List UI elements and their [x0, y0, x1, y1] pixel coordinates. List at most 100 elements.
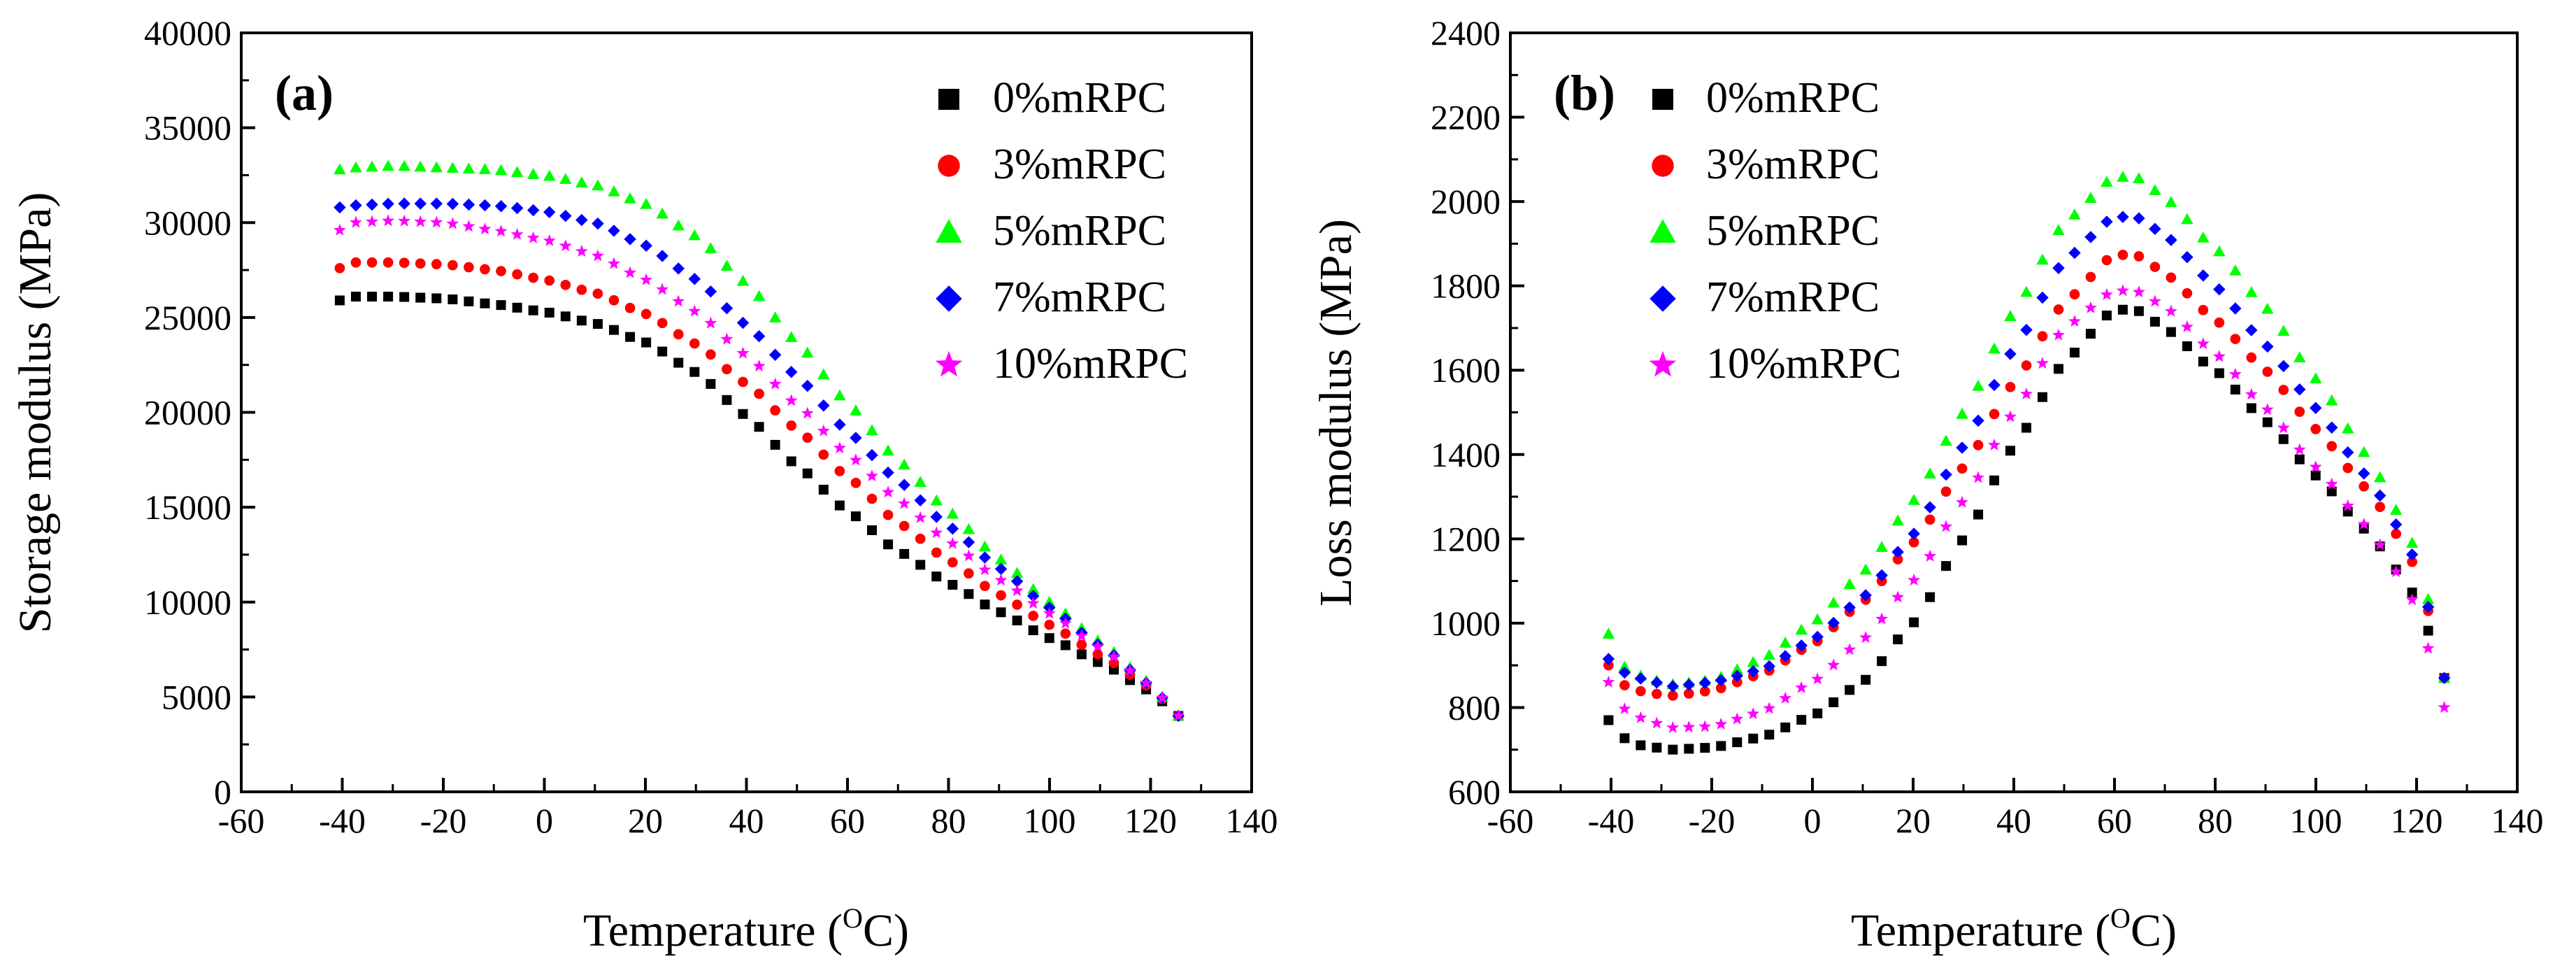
panel-b-series-1-point	[2246, 352, 2257, 363]
panel-a-series-2-point	[785, 331, 798, 343]
panel-a-series-3-point	[1010, 575, 1024, 588]
panel-b-x-tick-label: 140	[2491, 801, 2544, 840]
panel-a-series-1-point	[464, 262, 474, 273]
panel-a-series-3-point	[785, 366, 798, 378]
panel-a-legend-marker	[938, 155, 960, 177]
panel-b-series-4-point	[1731, 712, 1744, 725]
panel-b-series-3	[1602, 211, 2451, 693]
panel-b-series-0-point	[2198, 356, 2208, 367]
panel-a-series-4-point	[866, 469, 878, 482]
panel-a-series-1-point	[706, 349, 716, 360]
panel-b-series-4-point	[2373, 538, 2387, 551]
panel-b-series-1-point	[2053, 304, 2064, 315]
panel-a-series-4	[333, 214, 1185, 722]
panel-b-series-1-point	[1603, 660, 1614, 671]
panel-a-series-0-point	[786, 456, 796, 467]
panel-a-series-4-point	[688, 304, 701, 317]
panel-b-series-0-point	[2037, 392, 2047, 402]
panel-b-series-4-point	[2084, 301, 2097, 313]
panel-a-legend-marker	[935, 350, 963, 377]
panel-a-legend-item: 5%mRPC	[936, 207, 1166, 255]
panel-a-series-3-point	[801, 379, 814, 392]
panel-b-series-2-point	[2052, 224, 2065, 235]
panel-a-x-tick-label: -20	[420, 801, 467, 840]
panel-b-series-0-point	[2022, 422, 2031, 433]
panel-a-x-axis-label-close: C)	[863, 905, 909, 956]
panel-b-series-2-point	[1940, 434, 1952, 446]
panel-a-series-1-point	[947, 557, 958, 568]
panel-b-series-0-point	[2278, 434, 2289, 444]
panel-b-series-4-point	[2309, 460, 2322, 473]
panel-b-x-tick-label: 60	[2097, 801, 2132, 840]
panel-b-series-1-point	[1989, 409, 2000, 420]
panel-a-series-0-point	[754, 422, 764, 432]
panel-b-series-4-point	[2261, 403, 2274, 416]
panel-a-legend-marker	[938, 89, 959, 110]
panel-b-series-1-point	[2359, 481, 2370, 492]
panel-a-series-2-point	[817, 368, 830, 380]
panel-b-series-2-point	[2421, 592, 2435, 604]
panel-a-series-4-point	[624, 266, 636, 278]
panel-a-series-4-point	[752, 360, 766, 372]
panel-a-series-3-point	[946, 523, 959, 535]
panel-a-series-0-point	[512, 302, 522, 313]
panel-a-series-3-point	[882, 466, 894, 479]
panel-b-series-3-point	[2245, 324, 2258, 336]
panel-a-series-4-point	[930, 526, 943, 539]
panel-b-series-2-point	[2245, 285, 2258, 297]
panel-b-series-4-point	[1988, 438, 2001, 450]
panel-b-legend-item: 10%mRPC	[1649, 340, 1901, 388]
panel-a-series-2-point	[398, 159, 410, 171]
panel-b-legend-label: 10%mRPC	[1706, 340, 1901, 388]
panel-b-legend-item: 5%mRPC	[1650, 207, 1880, 255]
panel-b-series-1-point	[1636, 686, 1646, 697]
panel-b-series-0-point	[1909, 617, 1919, 627]
panel-a-series-3-point	[978, 551, 992, 564]
panel-a-series-0-point	[657, 346, 668, 357]
panel-a-series-1-point	[560, 279, 571, 290]
panel-a-series-4-point	[1059, 616, 1072, 629]
panel-a-series-3-point	[898, 478, 910, 492]
panel-a-series-2-point	[478, 163, 492, 174]
panel-b-series-3-point	[2421, 601, 2435, 613]
panel-b-series-2-point	[2004, 310, 2017, 322]
panel-b-series-3-point	[2277, 360, 2290, 373]
panel-a-series-1-point	[818, 449, 829, 460]
panel-a-series-1-point	[576, 284, 587, 295]
panel-a-series-2-point	[962, 523, 975, 534]
panel-b-series-0-point	[2310, 470, 2321, 481]
panel-a-series-0-point	[383, 292, 394, 302]
panel-b-series-2-point	[1731, 663, 1744, 675]
panel-a-series-0-point	[1012, 616, 1022, 626]
panel-a-series-1-point	[722, 364, 732, 375]
panel-a-series-0-point	[464, 296, 474, 306]
panel-a-series-1-point	[931, 547, 942, 558]
panel-a-series-4-point	[462, 220, 475, 232]
panel-a-x-tick-label: 80	[931, 801, 966, 840]
panel-b-series-1-point	[2230, 334, 2241, 344]
panel-b-series-4-point	[2020, 387, 2033, 399]
panel-b-y-tick-label: 600	[1448, 772, 1501, 811]
panel-a-series-4-point	[1043, 606, 1056, 619]
panel-a-legend-label: 7%mRPC	[993, 274, 1166, 321]
panel-b-series-0-point	[2069, 348, 2080, 358]
panel-b-series-0-point	[2149, 316, 2160, 327]
panel-b-series-4-point	[1843, 643, 1856, 655]
panel-a-series-4-point	[736, 346, 750, 359]
panel-b-y-tick-label: 1800	[1431, 267, 1501, 306]
panel-b-series-4-point	[2421, 641, 2435, 654]
panel-b-series-3-point	[1666, 680, 1680, 693]
panel-a-marks	[333, 159, 1185, 723]
panel-b-series-4-point	[1634, 711, 1647, 723]
panel-a-series-3-point	[350, 199, 362, 212]
panel-b-series-0-point	[1796, 715, 1807, 725]
panel-b-series-4-point	[2164, 304, 2177, 317]
panel-a-series-0-point	[770, 439, 780, 450]
panel-a-series-0-point	[415, 292, 426, 303]
panel-b-series-4-point	[2100, 287, 2113, 300]
panel-b-x-tick-label: -20	[1689, 801, 1736, 840]
panel-a-series-3-point	[462, 198, 475, 211]
panel-b-series-1-point	[2166, 272, 2177, 283]
panel-b-series-4-point	[2004, 410, 2017, 422]
